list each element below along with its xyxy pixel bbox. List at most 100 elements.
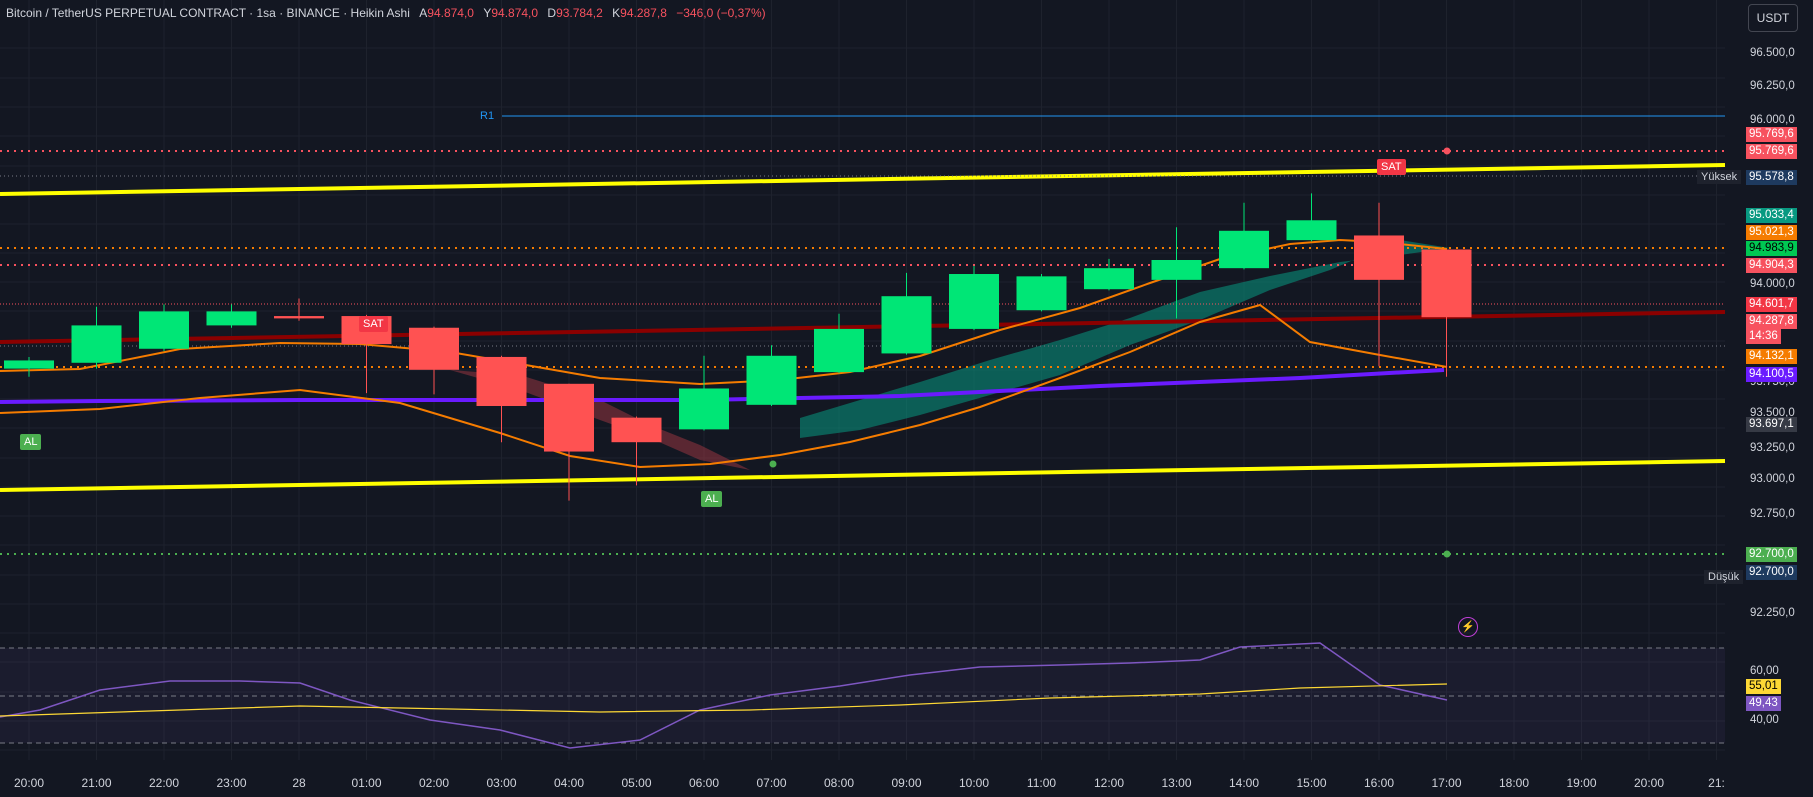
price-axis-label: 95.769,6: [1746, 127, 1797, 142]
time-tick: 06:00: [688, 776, 720, 790]
time-tick: 18:00: [1498, 776, 1530, 790]
time-tick: 22:00: [148, 776, 180, 790]
price-tick: 93.000,0: [1750, 473, 1795, 485]
candle-body: [1016, 276, 1067, 311]
price-tick: 92.250,0: [1750, 607, 1795, 619]
price-axis-label: 55,01: [1746, 679, 1781, 694]
price-axis-label: 95.033,4: [1746, 208, 1797, 223]
price-axis-label: 95.021,3: [1746, 225, 1797, 240]
open-value: 94.874,0: [427, 6, 474, 20]
lower-trendline: [0, 459, 1726, 492]
time-tick: 14:00: [1228, 776, 1260, 790]
rsi-ma-line: [0, 683, 1448, 717]
change-value: −346,0 (−0,37%): [676, 6, 766, 20]
price-axis-label: 94.601,7: [1746, 297, 1797, 312]
sell-dot: [1443, 147, 1451, 155]
time-tick: 16:00: [1363, 776, 1395, 790]
time-tick: 28: [292, 776, 306, 790]
price-axis-label: 93.697,1: [1746, 417, 1797, 432]
time-tick: 07:00: [756, 776, 787, 790]
candle-body: [71, 325, 122, 363]
symbol-header: Bitcoin / TetherUS PERPETUAL CONTRACT · …: [6, 6, 766, 20]
close-key: K: [612, 6, 621, 20]
time-tick: 01:00: [351, 776, 382, 790]
rsi-tick: 40,00: [1750, 714, 1779, 726]
candle-body: [949, 274, 999, 329]
marker-dot: [769, 460, 777, 468]
price-tick: 93.500,0: [1750, 407, 1795, 419]
time-tick: 09:00: [891, 776, 922, 790]
time-tick: 20:00: [1633, 776, 1665, 790]
candle-body: [814, 328, 864, 373]
candle-body: [139, 311, 189, 349]
price-tick: 96.500,0: [1750, 47, 1795, 59]
lightning-icon[interactable]: ⚡: [1458, 617, 1478, 637]
candle-body: [1084, 268, 1134, 290]
price-tick: 96.250,0: [1750, 80, 1795, 92]
candle-body: [1219, 230, 1269, 269]
symbol-title: Bitcoin / TetherUS PERPETUAL CONTRACT · …: [6, 6, 410, 20]
rsi-tick: 60,00: [1750, 665, 1779, 677]
price-axis-label: 95.769,6: [1746, 144, 1797, 159]
high-value: 94.874,0: [491, 6, 539, 20]
upper-trendline: [0, 163, 1726, 196]
price-tick: 93.250,0: [1750, 442, 1795, 454]
time-tick: 12:00: [1093, 776, 1125, 790]
price-axis-label: 49,43: [1746, 696, 1781, 711]
high-key: Y: [483, 6, 492, 20]
price-axis-label: 92.700,0: [1746, 547, 1797, 562]
time-tick: 20:00: [13, 776, 45, 790]
low-tag: Düşük: [1704, 570, 1744, 584]
price-axis-label: 94.287,8: [1746, 314, 1797, 329]
ema-ribbon-up: [800, 240, 1450, 438]
low-key: D: [547, 6, 557, 20]
candle-body: [206, 311, 257, 326]
candle-body: [1354, 235, 1404, 280]
candle-body: [1151, 259, 1202, 280]
time-tick: 13:00: [1161, 776, 1192, 790]
candle-body: [409, 327, 459, 370]
candle-body: [544, 383, 594, 452]
buy-signal: AL: [701, 491, 723, 507]
price-tick: 96.000,0: [1750, 114, 1795, 126]
candle-body: [476, 356, 527, 406]
price-axis-label: 94.132,1: [1746, 349, 1797, 364]
time-tick: 10:00: [958, 776, 990, 790]
rsi-line: [0, 642, 1448, 749]
time-tick: 04:00: [553, 776, 585, 790]
time-tick: 19:00: [1566, 776, 1597, 790]
time-tick: 05:00: [621, 776, 652, 790]
candle-body: [1421, 249, 1472, 318]
price-axis-label: 94.904,3: [1746, 258, 1797, 273]
price-axis-label: 14:36: [1746, 329, 1781, 344]
price-axis-label: 94.983,9: [1746, 241, 1797, 256]
candle-body: [1286, 220, 1337, 241]
high-tag: Yüksek: [1697, 170, 1742, 184]
orange-ma-fast: [0, 238, 1448, 386]
orange-ma-slow: [0, 303, 1448, 469]
time-tick: 23:00: [216, 776, 247, 790]
price-axis-label: 92.700,0: [1746, 565, 1797, 580]
time-tick: 21:: [1708, 776, 1725, 790]
low-value: 93.784,2: [556, 6, 603, 20]
close-value: 94.287,8: [620, 6, 667, 20]
open-key: A: [419, 6, 428, 20]
time-tick: 02:00: [418, 776, 450, 790]
candle-body: [746, 355, 797, 405]
time-tick: 11:00: [1026, 776, 1057, 790]
time-tick: 15:00: [1296, 776, 1327, 790]
price-tick: 94.000,0: [1750, 278, 1795, 290]
buy-dot: [1443, 550, 1451, 558]
sell-signal: SAT: [359, 316, 388, 332]
time-tick: 03:00: [486, 776, 517, 790]
candle-body: [611, 417, 662, 443]
currency-button[interactable]: USDT: [1748, 4, 1798, 32]
time-tick: 17:00: [1431, 776, 1462, 790]
purple-ma-line: [0, 368, 1445, 404]
candle-body: [274, 316, 324, 319]
ema-ribbon-down: [450, 370, 750, 470]
candle-body: [4, 360, 54, 369]
r1-label: R1: [480, 110, 494, 122]
price-axis-label: 95.578,8: [1746, 170, 1797, 185]
